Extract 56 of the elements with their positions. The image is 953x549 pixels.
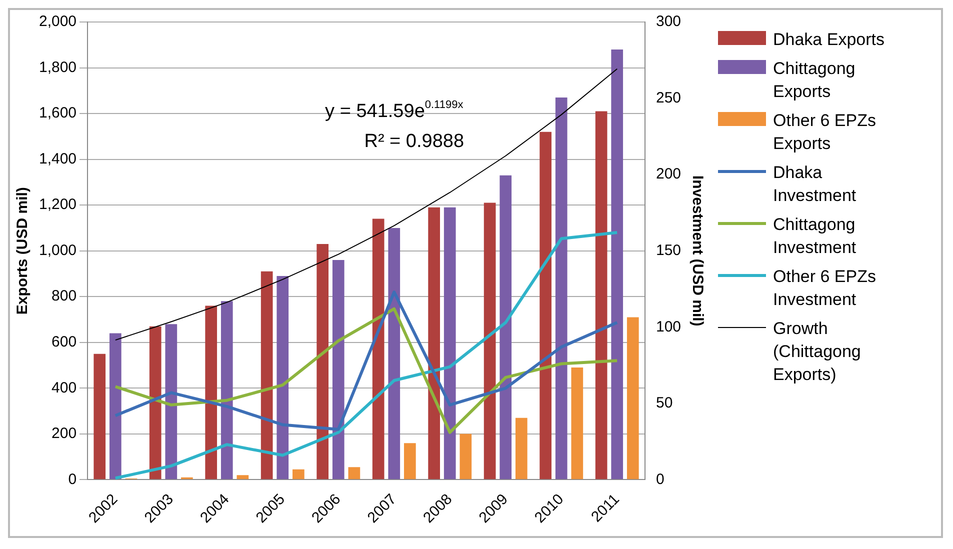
y-tick-label: 1,400	[38, 150, 77, 168]
y2-tick-label: 200	[656, 166, 682, 183]
bar	[484, 202, 496, 480]
bar	[348, 467, 360, 480]
bar	[276, 276, 289, 480]
bar	[292, 469, 304, 480]
y2-tick-label: 150	[656, 242, 682, 259]
bar	[220, 301, 233, 480]
y-tick-label: 1,000	[38, 242, 77, 259]
bar	[372, 218, 384, 480]
bar	[500, 175, 512, 480]
bar	[332, 260, 344, 480]
y-tick-label: 2,000	[38, 13, 77, 30]
bar	[149, 326, 162, 480]
y-tick-label: 600	[52, 334, 77, 351]
legend-label: Growth (Chittagong Exports)	[773, 318, 862, 386]
y2-tick-label: 50	[656, 394, 673, 412]
y2-tick-label: 100	[656, 318, 682, 336]
bar	[109, 333, 122, 480]
y2-tick-label: 250	[656, 89, 682, 106]
bar	[428, 207, 440, 480]
y-tick-label: 1,200	[38, 196, 77, 214]
bar	[571, 368, 584, 480]
y-tick-label: 400	[52, 379, 77, 396]
y2-axis-title: Investment (USD mil)	[688, 175, 706, 326]
legend-label: Chittagong Investment	[773, 214, 858, 259]
bar	[316, 244, 329, 480]
legend-label: Dhaka Exports	[773, 29, 885, 51]
y-axis-title: Exports (USD mil)	[14, 187, 32, 315]
bar	[611, 49, 624, 480]
y2-tick-label: 0	[656, 470, 664, 488]
annotation: R² = 0.9888	[364, 131, 464, 152]
bar	[404, 443, 416, 480]
y2-tick-label: 300	[656, 13, 682, 30]
bar	[236, 475, 249, 480]
bar	[460, 434, 472, 480]
legend-label: Other 6 EPZs Exports	[773, 110, 877, 155]
bar	[540, 132, 552, 480]
legend-label: Other 6 EPZs Investment	[773, 266, 877, 311]
bar	[595, 111, 608, 480]
bar	[388, 228, 400, 480]
bar	[444, 207, 456, 480]
bar	[260, 271, 273, 480]
bar	[555, 98, 568, 480]
legend-label: Dhaka Investment	[773, 162, 858, 207]
bar	[165, 324, 178, 480]
bar	[515, 418, 528, 480]
y-tick-label: 1,800	[38, 58, 77, 76]
legend-label: Chittagong Exports	[773, 58, 856, 103]
bar	[94, 354, 106, 480]
y-tick-label: 800	[52, 288, 77, 305]
y-tick-label: 1,600	[38, 104, 77, 122]
bar	[626, 317, 639, 480]
bar	[205, 306, 218, 480]
y-tick-label: 0	[68, 470, 77, 488]
y-tick-label: 200	[52, 425, 77, 442]
